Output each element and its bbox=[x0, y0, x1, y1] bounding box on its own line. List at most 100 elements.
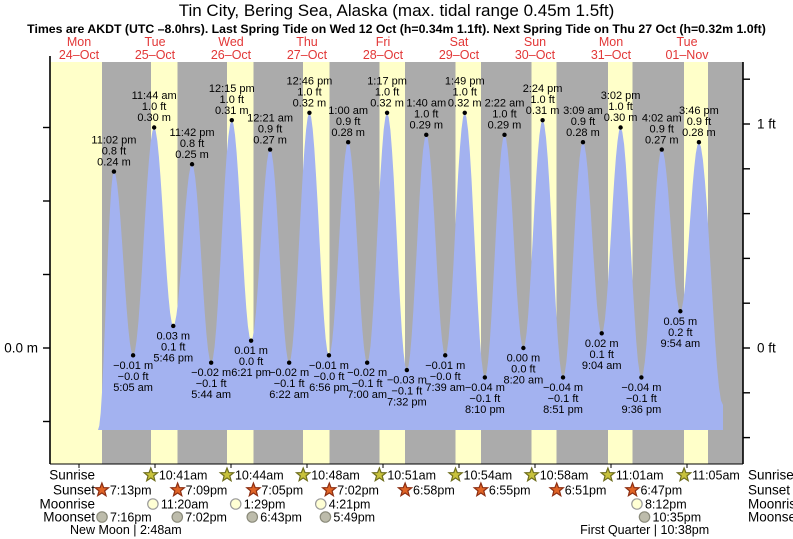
high-tide-dot bbox=[267, 147, 273, 152]
low-tide-dot bbox=[639, 375, 644, 380]
sunrise-star-icon bbox=[218, 466, 236, 483]
moonrise-circle-icon bbox=[229, 498, 242, 510]
high-tide-label-line: 11:44 am bbox=[132, 90, 177, 102]
day-name-label: Mon bbox=[599, 35, 623, 49]
sunset-time: 6:55pm bbox=[489, 484, 531, 498]
low-tide-label-line: 6:21 pm bbox=[231, 367, 271, 379]
moonset-time: 5:49pm bbox=[333, 511, 375, 525]
low-tide-label-line: 9:36 pm bbox=[622, 404, 662, 416]
high-tide-label-line: 1:49 pm bbox=[445, 76, 485, 88]
almanac-row-label-right: Sunset bbox=[748, 483, 790, 498]
low-tide-dot bbox=[248, 338, 254, 343]
high-tide-label-line: 3:02 pm bbox=[601, 90, 641, 102]
almanac-row-label-right: Moonset bbox=[748, 510, 793, 525]
high-tide-dot bbox=[229, 117, 234, 123]
high-tide-dot bbox=[618, 125, 623, 130]
high-tide-label-line: 1:40 am bbox=[406, 98, 446, 110]
high-tide-label-line: 0.29 m bbox=[488, 120, 522, 132]
day-date-label: 28–Oct bbox=[363, 48, 404, 62]
day-name-label: Sun bbox=[524, 35, 546, 49]
low-tide-dot bbox=[678, 309, 683, 314]
high-tide-label-line: 0.30 m bbox=[604, 112, 638, 124]
high-tide-label-line: 1.0 ft bbox=[220, 94, 244, 106]
high-tide-dot bbox=[151, 125, 157, 130]
low-tide-dot bbox=[208, 360, 214, 365]
high-tide-dot bbox=[111, 169, 117, 174]
high-tide-label-line: 1:00 am bbox=[328, 105, 368, 117]
moon-phase-label: First Quarter | 10:38pm bbox=[580, 523, 709, 537]
high-tide-dot bbox=[384, 110, 390, 116]
low-tide-dot bbox=[599, 331, 604, 336]
tide-area bbox=[98, 112, 723, 431]
low-tide-label-line: 6:22 am bbox=[269, 389, 309, 401]
low-tide-dot bbox=[130, 353, 136, 358]
day-date-label: 25–Oct bbox=[135, 48, 176, 62]
low-tide-label-line: −0.1 ft bbox=[274, 378, 305, 390]
high-tide-label-line: 12:21 am bbox=[247, 112, 293, 124]
day-date-label: 26–Oct bbox=[211, 48, 252, 62]
sunset-star-icon bbox=[169, 481, 186, 498]
almanac-rows: Sunrise Sunrise 10:41am 10:44am 10:48am 10:51… bbox=[39, 466, 793, 537]
moonset-circle-icon bbox=[171, 511, 184, 523]
sunrise-time: 10:44am bbox=[235, 469, 284, 483]
low-tide-label-line: 8:10 pm bbox=[465, 404, 505, 416]
low-tide-label-line: −0.03 m bbox=[387, 375, 427, 387]
y-axis-right-0ft-label: 0 ft bbox=[757, 341, 776, 356]
sunrise-star-icon bbox=[142, 466, 160, 483]
low-tide-dot bbox=[482, 375, 488, 380]
sunset-star-icon bbox=[396, 481, 414, 498]
low-tide-label-line: −0.04 m bbox=[543, 382, 583, 394]
day-name-label: Fri bbox=[376, 35, 391, 49]
moonset-circle-icon bbox=[96, 511, 108, 523]
high-tide-dot bbox=[307, 110, 312, 116]
moonrise-circle-icon bbox=[147, 498, 159, 510]
sunrise-time: 10:41am bbox=[159, 469, 208, 483]
high-tide-label-line: 1.0 ft bbox=[530, 94, 554, 106]
sunset-time: 7:13pm bbox=[110, 484, 152, 498]
sunrise-star-icon bbox=[523, 466, 541, 483]
high-tide-label-line: 1:17 pm bbox=[367, 76, 407, 88]
sunrise-star-icon bbox=[294, 466, 312, 483]
day-date-label: 30–Oct bbox=[515, 48, 556, 62]
high-tide-label-line: 3:46 pm bbox=[679, 105, 719, 117]
sunset-time: 6:47pm bbox=[640, 484, 682, 498]
high-tide-label-line: 1.0 ft bbox=[608, 101, 632, 113]
day-date-label: 31–Oct bbox=[591, 48, 632, 62]
moonrise-time: 1:29pm bbox=[244, 498, 286, 512]
chart-subtitle: Times are AKDT (UTC –8.0hrs). Last Sprin… bbox=[27, 22, 766, 36]
sunrise-time: 10:48am bbox=[311, 469, 360, 483]
chart-title: Tin City, Bering Sea, Alaska (max. tidal… bbox=[178, 1, 615, 20]
low-tide-label-line: −0.1 ft bbox=[469, 393, 500, 405]
high-tide-dot bbox=[696, 140, 702, 145]
high-tide-label-line: 0.30 m bbox=[137, 112, 171, 124]
high-tide-label-line: 0.29 m bbox=[409, 120, 443, 132]
low-tide-label-line: −0.04 m bbox=[465, 382, 505, 394]
sunset-time: 7:02pm bbox=[337, 484, 379, 498]
low-tide-label-line: −0.0 ft bbox=[118, 371, 149, 383]
sunset-star-icon bbox=[93, 481, 111, 498]
moonset-time: 7:02pm bbox=[185, 511, 227, 525]
high-tide-label-line: 0.9 ft bbox=[571, 116, 595, 128]
day-name-label: Wed bbox=[218, 35, 244, 49]
high-tide-label-line: 0.32 m bbox=[370, 98, 404, 110]
almanac-row-label-left: Moonrise bbox=[39, 497, 95, 512]
sunset-star-icon bbox=[320, 481, 338, 498]
high-tide-label-line: 0.27 m bbox=[253, 134, 287, 146]
low-tide-label-line: 9:54 am bbox=[660, 338, 700, 350]
low-tide-label-line: 0.0 ft bbox=[239, 356, 263, 368]
low-tide-label-line: −0.1 ft bbox=[391, 386, 422, 398]
high-tide-label-line: 0.24 m bbox=[97, 156, 131, 168]
day-labels: Mon24–OctTue25–OctWed26–OctThu27–OctFri2… bbox=[59, 35, 709, 62]
high-tide-label-line: 0.9 ft bbox=[650, 123, 674, 135]
low-tide-label-line: 5:05 am bbox=[113, 382, 153, 394]
low-tide-label-line: 9:04 am bbox=[582, 360, 622, 372]
low-tide-dot bbox=[521, 345, 526, 351]
low-tide-dot bbox=[326, 353, 332, 358]
low-tide-label-line: 6:56 pm bbox=[309, 382, 349, 394]
low-tide-label-line: −0.1 ft bbox=[196, 378, 227, 390]
day-date-label: 24–Oct bbox=[59, 48, 100, 62]
moonrise-time: 11:20am bbox=[161, 498, 209, 512]
high-tide-label-line: 0.28 m bbox=[331, 127, 365, 139]
high-tide-label-line: 0.8 ft bbox=[102, 145, 126, 157]
